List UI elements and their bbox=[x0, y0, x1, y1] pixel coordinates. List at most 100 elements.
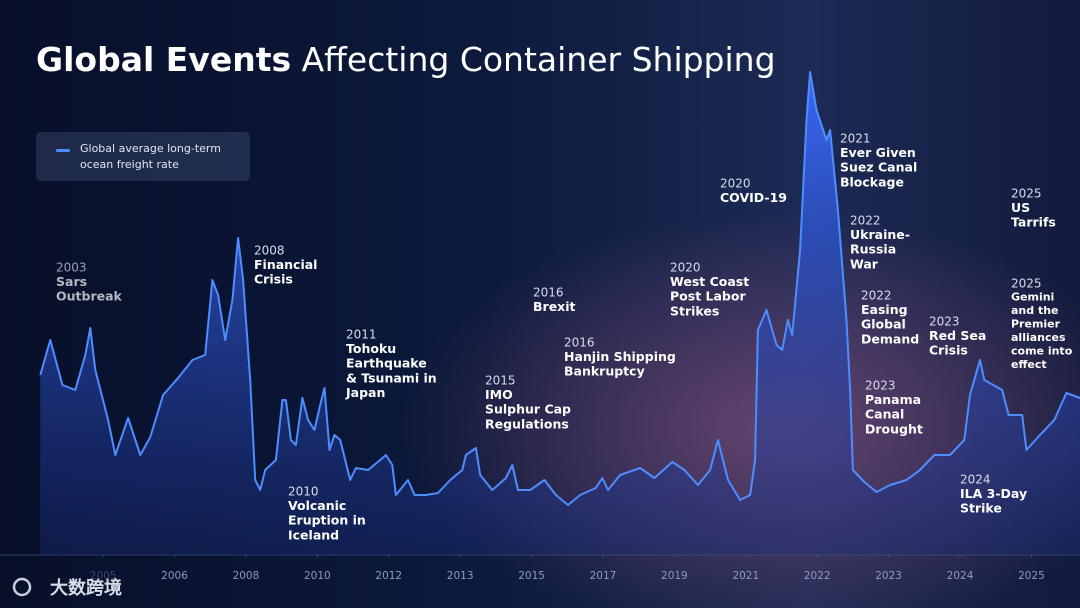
annotation-label: Outbreak bbox=[56, 289, 123, 304]
annotation-year: 2020 bbox=[720, 177, 751, 191]
x-tick-label: 2008 bbox=[233, 570, 260, 582]
annotation-label: Earthquake bbox=[346, 356, 427, 371]
annotation-year: 2023 bbox=[929, 315, 960, 329]
annotation-label: Sars bbox=[56, 274, 87, 289]
annotation-label: Global bbox=[861, 317, 906, 332]
annotation-label: West Coast bbox=[670, 274, 749, 289]
series-line bbox=[39, 71, 1080, 506]
annotation-year: 2021 bbox=[840, 132, 871, 146]
annotation-label: Canal bbox=[865, 407, 904, 422]
annotation-label: Eruption in bbox=[288, 513, 366, 528]
annotation-label: Japan bbox=[345, 385, 385, 400]
annotation-year: 2010 bbox=[288, 485, 319, 499]
annotation-label: Brexit bbox=[533, 299, 576, 314]
annotation-label: Financial bbox=[254, 257, 317, 272]
annotation-label: Red Sea bbox=[929, 328, 986, 343]
annotation-label: Ukraine- bbox=[850, 227, 910, 242]
annotation-label: Gemini bbox=[1011, 291, 1054, 304]
x-tick-label: 2013 bbox=[447, 570, 474, 582]
annotation-label: Easing bbox=[861, 302, 908, 317]
annotation-label: Post Labor bbox=[670, 289, 746, 304]
annotation-label: Volcanic bbox=[288, 498, 346, 513]
legend-swatch bbox=[56, 149, 70, 152]
annotation-label: Bankruptcy bbox=[564, 364, 645, 379]
annotation-year: 2020 bbox=[670, 261, 701, 275]
watermark: 大数跨境 bbox=[50, 577, 122, 599]
legend-label: Global average long-term ocean freight r… bbox=[80, 142, 221, 171]
title-bold: Global Events bbox=[36, 40, 291, 79]
annotation-label: Sulphur Cap bbox=[485, 402, 571, 417]
annotation-label: Strikes bbox=[670, 303, 719, 318]
annotation-year: 2022 bbox=[850, 214, 881, 228]
legend: Global average long-term ocean freight r… bbox=[36, 132, 250, 181]
annotation-label: come into bbox=[1011, 345, 1073, 358]
annotation-year: 2008 bbox=[254, 244, 285, 258]
x-tick-label: 2017 bbox=[590, 570, 617, 582]
x-tick-label: 2025 bbox=[1018, 570, 1045, 582]
x-tick-label: 2022 bbox=[804, 570, 831, 582]
annotation-label: Crisis bbox=[929, 343, 968, 358]
x-tick-label: 2024 bbox=[947, 570, 974, 582]
annotation-label: alliances bbox=[1011, 331, 1066, 344]
annotation-label: IMO bbox=[485, 387, 513, 402]
title-rest: Affecting Container Shipping bbox=[302, 40, 776, 79]
annotation-label: Suez Canal bbox=[840, 160, 917, 175]
x-tick-label: 2023 bbox=[875, 570, 902, 582]
annotation-label: Strike bbox=[960, 501, 1002, 516]
x-tick-label: 2019 bbox=[661, 570, 688, 582]
annotation-year: 2003 bbox=[56, 261, 87, 275]
annotation-label: Blockage bbox=[840, 174, 904, 189]
annotation-label: Regulations bbox=[485, 416, 569, 431]
annotation-label: Demand bbox=[861, 331, 919, 346]
annotation-year: 2023 bbox=[865, 379, 896, 393]
annotation-label: US bbox=[1011, 200, 1030, 215]
x-tick-label: 2012 bbox=[375, 570, 402, 582]
chart-title: Global Events Affecting Container Shippi… bbox=[36, 40, 776, 79]
annotation-year: 2011 bbox=[346, 328, 377, 342]
x-tick-label: 2010 bbox=[304, 570, 331, 582]
x-tick-label: 2005 bbox=[90, 570, 117, 582]
annotation-label: and the bbox=[1011, 304, 1059, 317]
logo-icon bbox=[12, 577, 32, 597]
annotation-label: Iceland bbox=[288, 527, 339, 542]
watermark-logo: 大数跨境 bbox=[12, 577, 122, 599]
annotation-label: War bbox=[850, 256, 879, 271]
annotation-label: Tarrifs bbox=[1011, 215, 1056, 230]
x-tick-label: 2015 bbox=[518, 570, 545, 582]
x-tick-label: 2006 bbox=[161, 570, 188, 582]
annotation-label: Panama bbox=[865, 392, 921, 407]
annotation-label: & Tsunami in bbox=[346, 370, 437, 385]
annotation-label: Drought bbox=[865, 421, 923, 436]
x-tick-label: 2021 bbox=[732, 570, 759, 582]
area-fill bbox=[40, 72, 1080, 555]
annotation-label: Russia bbox=[850, 242, 896, 257]
annotation-label: Tohoku bbox=[346, 341, 396, 356]
annotation-year: 2022 bbox=[861, 289, 892, 303]
annotation-year: 2025 bbox=[1011, 187, 1042, 201]
annotation-label: effect bbox=[1011, 358, 1047, 371]
annotation-label: Ever Given bbox=[840, 145, 916, 160]
annotation-year: 2015 bbox=[485, 374, 516, 388]
annotation-year: 2016 bbox=[564, 336, 595, 350]
annotation-label: Crisis bbox=[254, 272, 293, 287]
annotation-label: COVID-19 bbox=[720, 190, 787, 205]
annotation-year: 2016 bbox=[533, 286, 564, 300]
